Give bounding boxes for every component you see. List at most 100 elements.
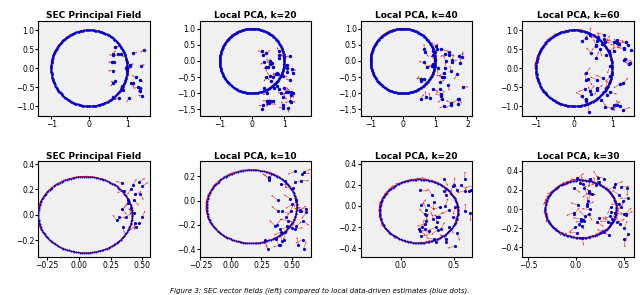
Point xyxy=(372,40,382,44)
Point xyxy=(541,212,551,216)
Point xyxy=(108,60,118,64)
Point xyxy=(598,42,609,46)
Point xyxy=(46,65,56,69)
Point xyxy=(117,85,127,90)
Point xyxy=(113,42,124,46)
Point xyxy=(47,75,58,80)
Point xyxy=(218,71,228,76)
Point xyxy=(610,215,620,220)
Point xyxy=(612,102,623,107)
Point xyxy=(410,240,420,245)
Point xyxy=(47,76,58,81)
Point xyxy=(67,32,77,37)
Point xyxy=(134,180,145,184)
Point xyxy=(444,229,454,233)
Point xyxy=(611,40,621,45)
Point xyxy=(620,57,630,61)
Point xyxy=(286,90,296,95)
Point xyxy=(611,212,621,216)
Point xyxy=(584,101,595,106)
Point xyxy=(271,37,282,42)
Point xyxy=(605,53,615,58)
Point xyxy=(264,31,274,36)
Point xyxy=(554,31,564,36)
Point xyxy=(535,49,545,53)
Point xyxy=(232,30,243,35)
Point xyxy=(127,212,137,217)
Point xyxy=(626,47,636,52)
Point xyxy=(382,190,392,195)
Point xyxy=(589,34,600,38)
Point xyxy=(52,45,62,50)
Point xyxy=(208,223,218,228)
Point xyxy=(380,225,390,230)
Point xyxy=(600,104,610,109)
Point xyxy=(121,194,131,199)
Point xyxy=(283,183,293,188)
Point xyxy=(83,174,93,179)
Point xyxy=(534,50,545,54)
Point xyxy=(117,189,127,194)
Point xyxy=(454,53,464,58)
Point xyxy=(426,43,436,48)
Point xyxy=(87,250,97,255)
Point xyxy=(544,94,554,99)
Point xyxy=(572,230,582,235)
Point xyxy=(118,190,128,195)
Point xyxy=(600,43,610,48)
Point xyxy=(417,77,427,81)
Point xyxy=(85,175,95,179)
Point xyxy=(233,88,243,93)
Point xyxy=(110,183,120,188)
Point xyxy=(578,235,588,240)
Point xyxy=(58,94,68,98)
Point xyxy=(441,186,451,191)
Point xyxy=(611,207,621,212)
Point xyxy=(573,104,583,109)
Point xyxy=(408,178,418,182)
Point xyxy=(215,57,225,61)
Point xyxy=(86,28,97,33)
Point xyxy=(104,98,115,103)
Point xyxy=(563,180,573,184)
Point xyxy=(287,188,297,193)
Point xyxy=(465,211,475,216)
Point xyxy=(250,27,260,31)
Point xyxy=(241,90,251,95)
Point xyxy=(215,178,225,183)
Point xyxy=(241,27,251,32)
Point xyxy=(371,41,381,46)
Point xyxy=(572,178,582,183)
Point xyxy=(93,249,103,254)
Point xyxy=(269,236,280,241)
Point xyxy=(374,37,384,42)
Point xyxy=(122,71,132,75)
Point xyxy=(460,209,470,214)
Point xyxy=(431,215,442,219)
Point xyxy=(204,215,214,219)
Point xyxy=(120,52,130,57)
Point xyxy=(588,33,598,38)
Title: Local PCA, k=20: Local PCA, k=20 xyxy=(214,11,296,20)
Point xyxy=(108,36,118,40)
Point xyxy=(428,53,438,57)
Point xyxy=(429,64,440,68)
Point xyxy=(401,27,411,31)
Point xyxy=(49,241,59,245)
Point xyxy=(273,208,283,213)
Point xyxy=(273,39,283,44)
Point xyxy=(211,181,221,186)
Point xyxy=(259,169,269,174)
Point xyxy=(71,102,81,106)
Point xyxy=(424,77,435,81)
Point xyxy=(570,224,580,229)
Point xyxy=(428,64,438,68)
Point xyxy=(406,240,417,245)
Point xyxy=(236,240,246,245)
Point xyxy=(591,87,602,92)
Point xyxy=(299,247,309,251)
Point xyxy=(125,63,135,68)
Point xyxy=(366,66,376,71)
Point xyxy=(533,79,543,83)
Point xyxy=(63,35,73,39)
